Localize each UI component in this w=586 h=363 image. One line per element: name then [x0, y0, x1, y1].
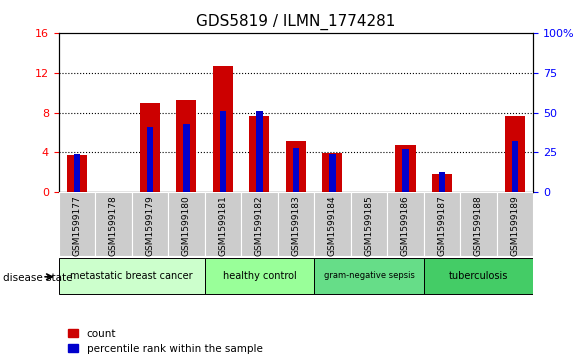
Bar [132, 192, 168, 256]
Bar [241, 192, 278, 256]
Bar [250, 115, 270, 192]
Bar [387, 192, 424, 256]
Bar [497, 192, 533, 256]
Text: healthy control: healthy control [223, 271, 297, 281]
Bar [402, 149, 409, 192]
Bar [59, 192, 95, 256]
Bar [59, 258, 205, 294]
Bar [67, 155, 87, 192]
Bar [205, 192, 241, 256]
Text: GSM1599189: GSM1599189 [510, 196, 520, 256]
Text: GSM1599186: GSM1599186 [401, 196, 410, 256]
Bar [220, 111, 226, 192]
Text: GSM1599178: GSM1599178 [109, 196, 118, 256]
Bar [176, 99, 196, 192]
Text: GSM1599179: GSM1599179 [145, 196, 154, 256]
Bar [460, 192, 497, 256]
Bar [424, 258, 533, 294]
Title: GDS5819 / ILMN_1774281: GDS5819 / ILMN_1774281 [196, 14, 396, 30]
Bar [183, 124, 190, 192]
Bar [292, 148, 299, 192]
Bar [322, 154, 342, 192]
Bar [74, 154, 80, 192]
Bar [432, 175, 452, 192]
Bar [146, 127, 153, 192]
Bar [505, 115, 525, 192]
Bar [278, 192, 314, 256]
Text: GSM1599188: GSM1599188 [474, 196, 483, 256]
Bar [314, 258, 424, 294]
Text: gram-negative sepsis: gram-negative sepsis [323, 272, 414, 280]
Text: disease state: disease state [3, 273, 73, 283]
Bar [512, 141, 518, 192]
Bar [329, 154, 336, 192]
Bar [350, 192, 387, 256]
Text: GSM1599183: GSM1599183 [291, 196, 301, 256]
Text: GSM1599181: GSM1599181 [219, 196, 227, 256]
Text: GSM1599177: GSM1599177 [72, 196, 81, 256]
Bar [205, 258, 314, 294]
Bar [95, 192, 132, 256]
Text: GSM1599180: GSM1599180 [182, 196, 191, 256]
Text: tuberculosis: tuberculosis [449, 271, 508, 281]
Bar [314, 192, 350, 256]
Text: GSM1599185: GSM1599185 [364, 196, 373, 256]
Text: GSM1599182: GSM1599182 [255, 196, 264, 256]
Bar [439, 172, 445, 192]
Text: GSM1599187: GSM1599187 [438, 196, 447, 256]
Bar [140, 102, 160, 192]
Bar [168, 192, 205, 256]
Legend: count, percentile rank within the sample: count, percentile rank within the sample [64, 325, 267, 358]
Bar [256, 111, 263, 192]
Bar [424, 192, 460, 256]
Text: metastatic breast cancer: metastatic breast cancer [70, 271, 193, 281]
Bar [286, 142, 306, 192]
Bar [396, 146, 415, 192]
Bar [213, 66, 233, 192]
Text: GSM1599184: GSM1599184 [328, 196, 337, 256]
